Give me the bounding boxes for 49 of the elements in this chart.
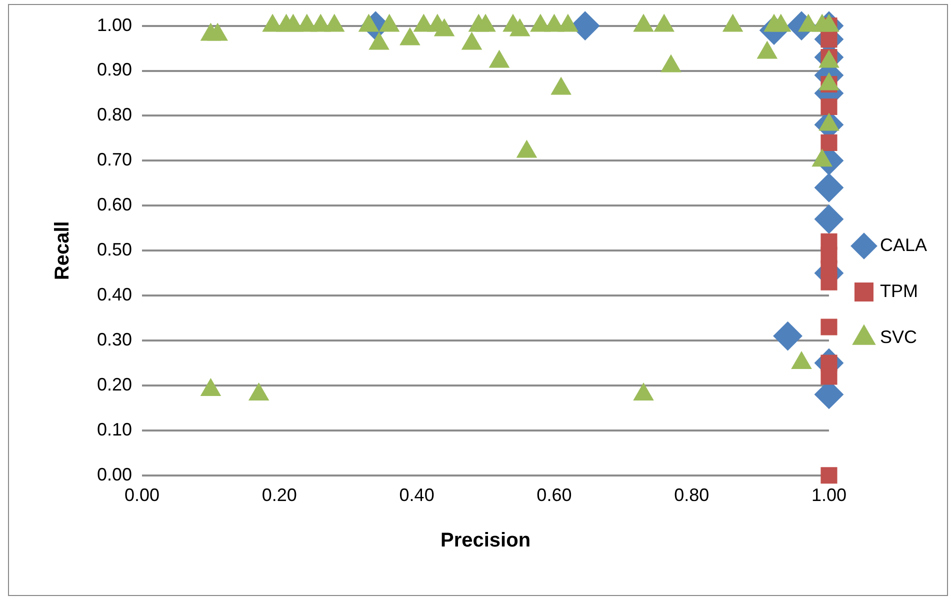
y-axis-title: Recall: [52, 221, 74, 280]
y-tick-label: 0.00: [96, 464, 132, 484]
x-tick-label: 1.00: [811, 485, 846, 506]
point: [820, 318, 838, 336]
point: [773, 322, 802, 351]
y-tick-label: 0.20: [96, 374, 132, 394]
point: [324, 14, 344, 32]
legend-label: SVC: [880, 326, 917, 347]
point: [379, 14, 400, 32]
point: [722, 14, 743, 32]
point: [820, 368, 838, 385]
y-tick-label: 1.00: [96, 14, 132, 35]
legend-label: TPM: [880, 280, 918, 301]
point: [510, 18, 530, 36]
point: [400, 28, 420, 46]
point: [434, 18, 454, 36]
point: [820, 467, 838, 484]
point: [814, 204, 844, 234]
point: [551, 77, 572, 95]
point: [516, 140, 537, 158]
y-tick-label: 0.40: [96, 284, 132, 305]
x-tick-label: 0.80: [674, 485, 710, 506]
x-tick-label: 0.20: [262, 485, 297, 506]
y-tick-label: 0.70: [96, 150, 132, 170]
x-tick-label: 0.00: [124, 485, 160, 506]
legend-label: CALA: [880, 234, 928, 255]
y-tick-label: 0.90: [96, 60, 132, 80]
point: [660, 54, 682, 72]
y-tick-label: 0.50: [96, 240, 132, 260]
y-tick-label: 0.80: [96, 104, 132, 125]
point: [558, 14, 578, 32]
point: [820, 274, 838, 290]
point: [818, 113, 840, 131]
y-tick-label: 0.30: [96, 329, 132, 350]
point: [369, 32, 390, 50]
point: [654, 14, 674, 32]
point: [462, 32, 482, 50]
point: [530, 14, 550, 32]
x-axis-title: Precision: [440, 530, 531, 552]
point: [818, 72, 840, 90]
point: [633, 14, 654, 32]
x-tick-label: 0.60: [536, 485, 572, 506]
point: [208, 23, 228, 41]
y-tick-label: 0.60: [96, 194, 132, 215]
point: [475, 14, 496, 32]
point: [489, 50, 510, 68]
point: [757, 41, 778, 59]
y-tick-label: 0.10: [96, 419, 132, 440]
x-tick-label: 0.40: [399, 485, 434, 506]
